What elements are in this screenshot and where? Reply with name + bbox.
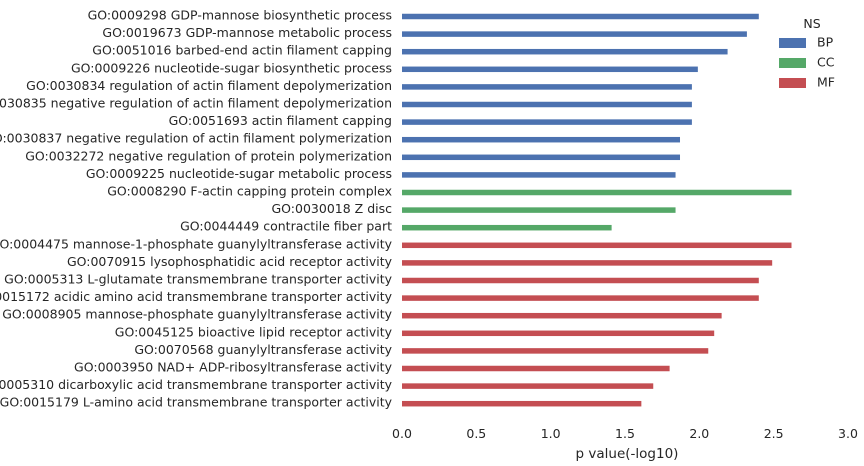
- category-label: GO:0009225 nucleotide-sugar metabolic pr…: [86, 166, 392, 181]
- category-label: GO:0009226 nucleotide-sugar biosynthetic…: [71, 60, 392, 75]
- bar-bp: [402, 172, 676, 178]
- legend-swatch-mf: [779, 78, 806, 88]
- category-label: GO:0003950 NAD+ ADP-ribosyltransferase a…: [74, 360, 393, 375]
- category-label: GO:0044449 contractile fiber part: [180, 219, 392, 234]
- category-labels: GO:0009298 GDP-mannose biosynthetic proc…: [0, 8, 393, 410]
- category-label: GO:0008905 mannose-phosphate guanylyltra…: [2, 307, 392, 322]
- bar-bp: [402, 84, 692, 90]
- bar-bp: [402, 154, 681, 161]
- category-label: GO:0045125 bioactive lipid receptor acti…: [115, 324, 393, 339]
- bar-bp: [402, 48, 728, 55]
- category-label: GO:0015172 acidic amino acid transmembra…: [0, 289, 393, 304]
- bar-mf: [402, 348, 709, 354]
- category-label: GO:0070915 lysophosphatidic acid recepto…: [67, 254, 393, 269]
- bar-mf: [402, 330, 715, 337]
- bar-mf: [402, 260, 773, 266]
- x-tick-label: 1.0: [541, 426, 561, 441]
- bar-bp: [402, 13, 759, 20]
- x-tick-label: 0.5: [466, 426, 486, 441]
- bar-cc: [402, 207, 676, 213]
- bar-bp: [402, 66, 698, 73]
- category-label: GO:0008290 F-actin capping protein compl…: [107, 184, 392, 199]
- bar-mf: [402, 400, 642, 407]
- bar-bp: [402, 31, 747, 37]
- x-axis-title: p value(-log10): [576, 446, 679, 462]
- bar-bp: [402, 119, 692, 125]
- legend-label-mf: MF: [817, 75, 835, 90]
- category-label: GO:0015179 L-amino acid transmembrane tr…: [0, 395, 393, 410]
- category-label: GO:0009298 GDP-mannose biosynthetic proc…: [88, 8, 392, 23]
- category-label: GO:0070568 guanylyltransferase activity: [134, 342, 392, 357]
- legend-title: NS: [803, 16, 820, 31]
- legend: NS BP CC MF: [779, 16, 835, 90]
- category-label: GO:0005310 dicarboxylic acid transmembra…: [0, 377, 393, 392]
- legend-swatch-bp: [779, 38, 806, 48]
- legend-label-bp: BP: [817, 35, 834, 50]
- bar-mf: [402, 383, 654, 389]
- legend-label-cc: CC: [817, 55, 835, 70]
- bar-mf: [402, 312, 722, 319]
- x-axis-ticks: 0.0 0.5 1.0 1.5 2.0 2.5 3.0: [392, 426, 858, 441]
- bar-bp: [402, 101, 692, 108]
- category-label: GO:0030834 regulation of actin filament …: [26, 78, 392, 93]
- bar-mf: [402, 365, 670, 372]
- legend-items: BP CC MF: [779, 35, 835, 90]
- category-label: GO:0051016 barbed-end actin filament cap…: [92, 43, 392, 58]
- bar-mf: [402, 242, 792, 249]
- bar-bp: [402, 136, 681, 143]
- bar-cc: [402, 189, 792, 196]
- x-tick-label: 2.5: [764, 426, 784, 441]
- bar-mf: [402, 277, 759, 284]
- x-tick-label: 2.0: [689, 426, 709, 441]
- bars: [402, 13, 792, 407]
- category-label: GO:0019673 GDP-mannose metabolic process: [102, 25, 392, 40]
- legend-swatch-cc: [779, 58, 806, 68]
- x-tick-label: 0.0: [392, 426, 412, 441]
- category-label: GO:0051693 actin filament capping: [169, 113, 392, 128]
- x-tick-label: 1.5: [615, 426, 635, 441]
- category-label: GO:0030835 negative regulation of actin …: [0, 96, 392, 111]
- category-label: GO:0030837 negative regulation of actin …: [0, 131, 392, 146]
- category-label: GO:0004475 mannose-1-phosphate guanylylt…: [0, 236, 393, 251]
- category-label: GO:0030018 Z disc: [272, 201, 393, 216]
- category-label: GO:0005313 L-glutamate transmembrane tra…: [4, 272, 392, 287]
- bar-cc: [402, 224, 612, 231]
- x-tick-label: 3.0: [838, 426, 858, 441]
- category-label: GO:0032272 negative regulation of protei…: [25, 148, 392, 163]
- bar-mf: [402, 295, 759, 301]
